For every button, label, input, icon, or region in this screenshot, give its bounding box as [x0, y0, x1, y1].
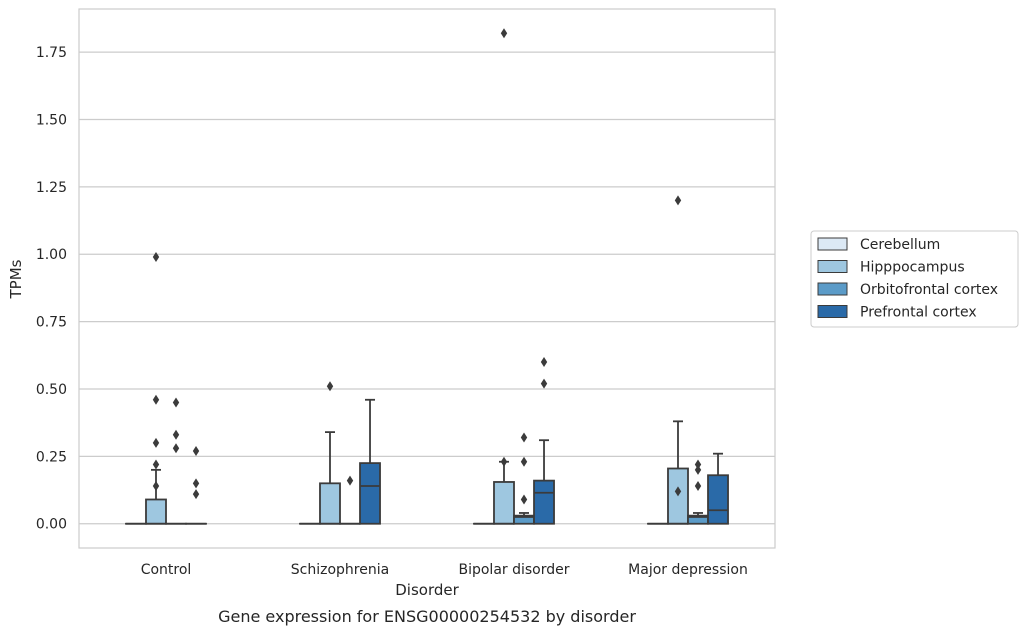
legend-frame	[810, 230, 1019, 328]
box	[513, 432, 535, 525]
legend-swatch	[817, 237, 848, 251]
outlier-point	[500, 456, 508, 467]
box	[185, 445, 207, 525]
outlier-point	[192, 478, 200, 489]
y-tick-labels: 0.00 0.25 0.50 0.75 1.00 1.25 1.50 1.75	[36, 45, 67, 533]
x-tick-label: Major depression	[628, 562, 748, 578]
outlier-point	[192, 489, 200, 500]
y-tick-label: 1.50	[36, 112, 67, 128]
series-orbitofrontal-cortex	[165, 397, 709, 525]
y-axis-label: TPMs	[7, 259, 25, 299]
box	[319, 381, 341, 525]
x-tick-label: Bipolar disorder	[458, 562, 569, 578]
outlier-point	[172, 429, 180, 440]
outlier-point	[694, 459, 702, 470]
legend-label: Cerebellum	[860, 237, 940, 253]
outlier-point	[520, 494, 528, 505]
y-tick-label: 0.75	[36, 315, 67, 331]
outlier-point	[172, 443, 180, 454]
box	[493, 28, 515, 525]
y-tick-label: 1.25	[36, 180, 67, 196]
box-body	[359, 462, 381, 525]
box	[707, 452, 729, 525]
x-axis-label: Disorder	[395, 581, 459, 599]
outlier-point	[674, 195, 682, 206]
y-tick-label: 0.50	[36, 382, 67, 398]
legend-label: Orbitofrontal cortex	[860, 282, 998, 298]
box	[165, 397, 187, 525]
legend-label: Prefrontal cortex	[860, 305, 977, 321]
box	[667, 195, 689, 525]
legend: Cerebellum Hipppocampus Orbitofrontal cort…	[810, 230, 1019, 328]
outlier-point	[152, 437, 160, 448]
outlier-point	[540, 357, 548, 368]
legend-swatch	[817, 282, 848, 296]
outlier-point	[152, 459, 160, 470]
box-body	[319, 482, 341, 525]
series-hipppocampus	[145, 28, 689, 525]
outlier-point	[152, 481, 160, 492]
outlier-point	[694, 464, 702, 475]
outlier-point	[172, 397, 180, 408]
outlier-point	[540, 378, 548, 389]
x-tick-label: Schizophrenia	[291, 562, 389, 578]
gridlines	[79, 51, 775, 525]
outlier-point	[694, 481, 702, 492]
x-tick-label: Control	[141, 562, 192, 578]
outlier-point	[152, 251, 160, 262]
outlier-point	[674, 486, 682, 497]
box-body	[533, 479, 555, 525]
box-body	[707, 474, 729, 525]
legend-swatch	[817, 305, 848, 318]
chart-caption: Gene expression for ENSG00000254532 by d…	[218, 607, 636, 626]
box-body	[493, 481, 515, 525]
box	[533, 357, 555, 525]
outlier-point	[326, 381, 334, 392]
outlier-point	[346, 475, 354, 486]
legend-swatch	[817, 260, 848, 273]
box	[145, 251, 167, 525]
box-series	[125, 28, 729, 525]
legend-items: Cerebellum Hipppocampus Orbitofrontal cort…	[817, 237, 998, 321]
y-tick-label: 1.00	[36, 247, 67, 263]
y-tick-label: 0.00	[36, 517, 67, 533]
outlier-point	[520, 432, 528, 443]
y-tick-label: 1.75	[36, 45, 67, 61]
x-tick-labels: Control Schizophrenia Bipolar disorder Majo…	[141, 562, 748, 578]
box	[359, 398, 381, 525]
outlier-point	[152, 394, 160, 405]
outlier-point	[500, 28, 508, 39]
plot-area-frame	[78, 8, 776, 549]
outlier-point	[520, 456, 528, 467]
box	[339, 475, 361, 525]
box-body	[145, 498, 167, 525]
y-tick-label: 0.25	[36, 449, 67, 465]
box	[687, 459, 709, 525]
legend-label: Hipppocampus	[860, 260, 965, 276]
series-prefrontal-cortex	[185, 357, 729, 525]
outlier-point	[192, 445, 200, 456]
